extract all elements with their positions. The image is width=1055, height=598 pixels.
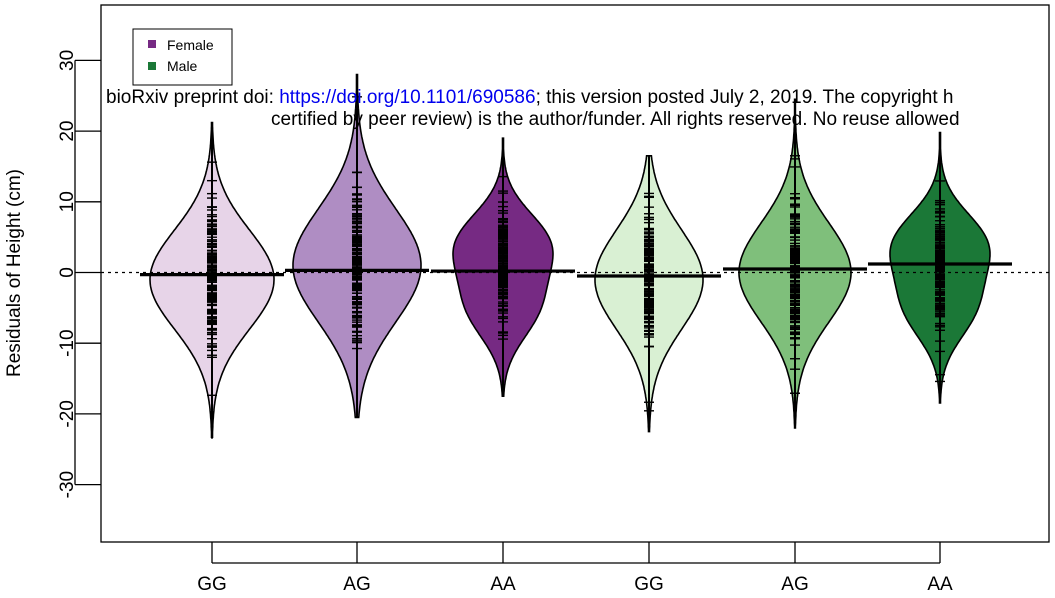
preprint-line-2-text: certified by peer review) is the author/… [271,109,960,130]
x-tick-label-ag: AG [781,574,808,595]
y-axis-title: Residuals of Height (cm) [4,169,25,377]
preprint-suffix: ; this version posted July 2, 2019. The … [535,87,954,108]
preprint-prefix: bioRxiv preprint doi: [106,87,280,108]
doi-link[interactable]: https://doi.org/10.1101/690586 [279,87,536,108]
x-tick-label-aa: AA [490,574,516,595]
y-tick-label: 10 [57,191,78,212]
legend-label-male: Male [167,58,198,74]
y-tick-label: -10 [57,329,78,356]
x-tick-label-gg: GG [634,574,664,595]
y-tick-label: 30 [57,50,78,71]
preprint-notice-line-2: certified by peer review) is the author/… [271,110,960,129]
beans-layer [140,73,1012,439]
preprint-notice-line-1: bioRxiv preprint doi: https://doi.org/10… [106,88,953,107]
x-tick-label-gg: GG [197,574,227,595]
x-axis: GG AG AA GG AG AA [197,542,953,595]
legend-swatch-female [148,40,156,48]
y-tick-label: -20 [57,400,78,427]
x-tick-label-aa: AA [927,574,953,595]
legend-swatch-male [148,62,156,70]
legend-box [132,28,233,86]
x-tick-label-ag: AG [343,574,370,595]
y-axis: -30 -20 -10 0 10 20 30 [57,50,101,498]
plot-frame [100,4,1050,543]
legend-label-female: Female [167,37,214,53]
y-tick-label: 0 [57,267,78,278]
y-tick-label: 20 [57,121,78,142]
y-tick-label: -30 [57,471,78,498]
legend: Female Male [132,28,233,86]
